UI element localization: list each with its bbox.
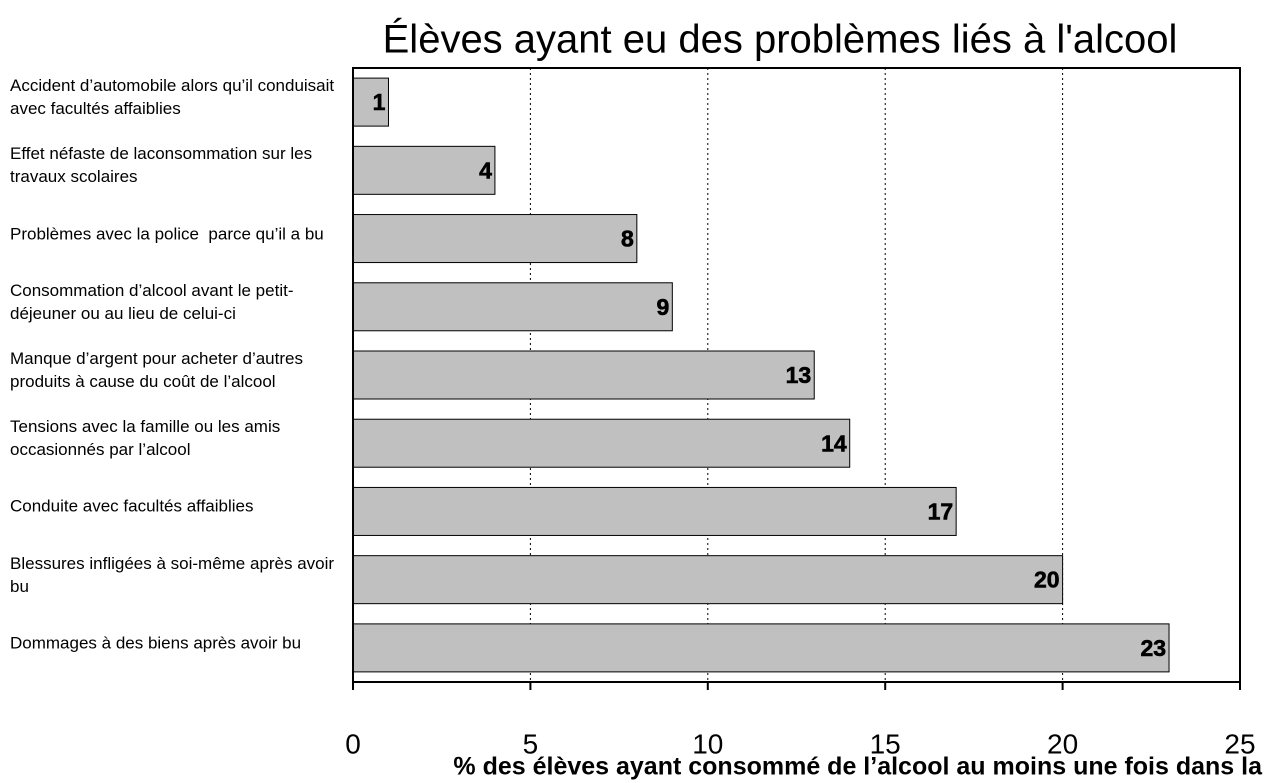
chart-title: Élèves ayant eu des problèmes liés à l'a…	[383, 17, 1178, 62]
data-label: 8	[621, 226, 634, 252]
bar	[352, 623, 1170, 673]
data-label: 4	[479, 157, 492, 183]
plot-border	[352, 67, 1241, 683]
y-tick-label: Dommages à des biens après avoir bu	[10, 633, 302, 653]
x-tick-label: 5	[523, 728, 539, 759]
x-axis-label: % des élèves ayant consommé de l’alcool …	[453, 753, 1263, 781]
bar	[352, 282, 673, 332]
bar	[352, 350, 815, 400]
bar	[352, 214, 638, 264]
x-tick-label: 15	[870, 728, 901, 759]
y-tick-label: Effet néfaste de laconsommation sur les …	[10, 144, 317, 187]
data-label: 17	[928, 499, 954, 525]
data-label: 13	[786, 362, 812, 388]
y-tick-label: Accident d’automobile alors qu’il condui…	[10, 76, 339, 119]
x-tick-label: 25	[1224, 728, 1255, 759]
bar	[352, 418, 851, 468]
bar	[352, 555, 1064, 605]
data-label: 1	[373, 89, 386, 115]
y-tick-label: Tensions avec la famille ou les amis occ…	[10, 417, 285, 460]
y-tick-label: Problèmes avec la police parce qu’il a b…	[10, 224, 324, 244]
bar	[352, 145, 496, 195]
data-label: 23	[1140, 635, 1166, 661]
data-label: 14	[821, 430, 847, 456]
x-tick-label: 20	[1047, 728, 1078, 759]
y-tick-label: Conduite avec facultés affaiblies	[10, 496, 254, 516]
y-tick-label: Manque d’argent pour acheter d’autres pr…	[10, 349, 308, 391]
data-label: 20	[1034, 567, 1060, 593]
data-label: 9	[657, 294, 670, 320]
bar	[352, 77, 389, 127]
y-tick-label: Consommation d’alcool avant le petit-déj…	[10, 280, 294, 323]
bar	[352, 486, 957, 536]
x-tick-label: 10	[692, 728, 723, 759]
x-tick-label: 0	[345, 728, 361, 759]
y-tick-label: Blessures infligées à soi-même après avo…	[10, 553, 339, 596]
